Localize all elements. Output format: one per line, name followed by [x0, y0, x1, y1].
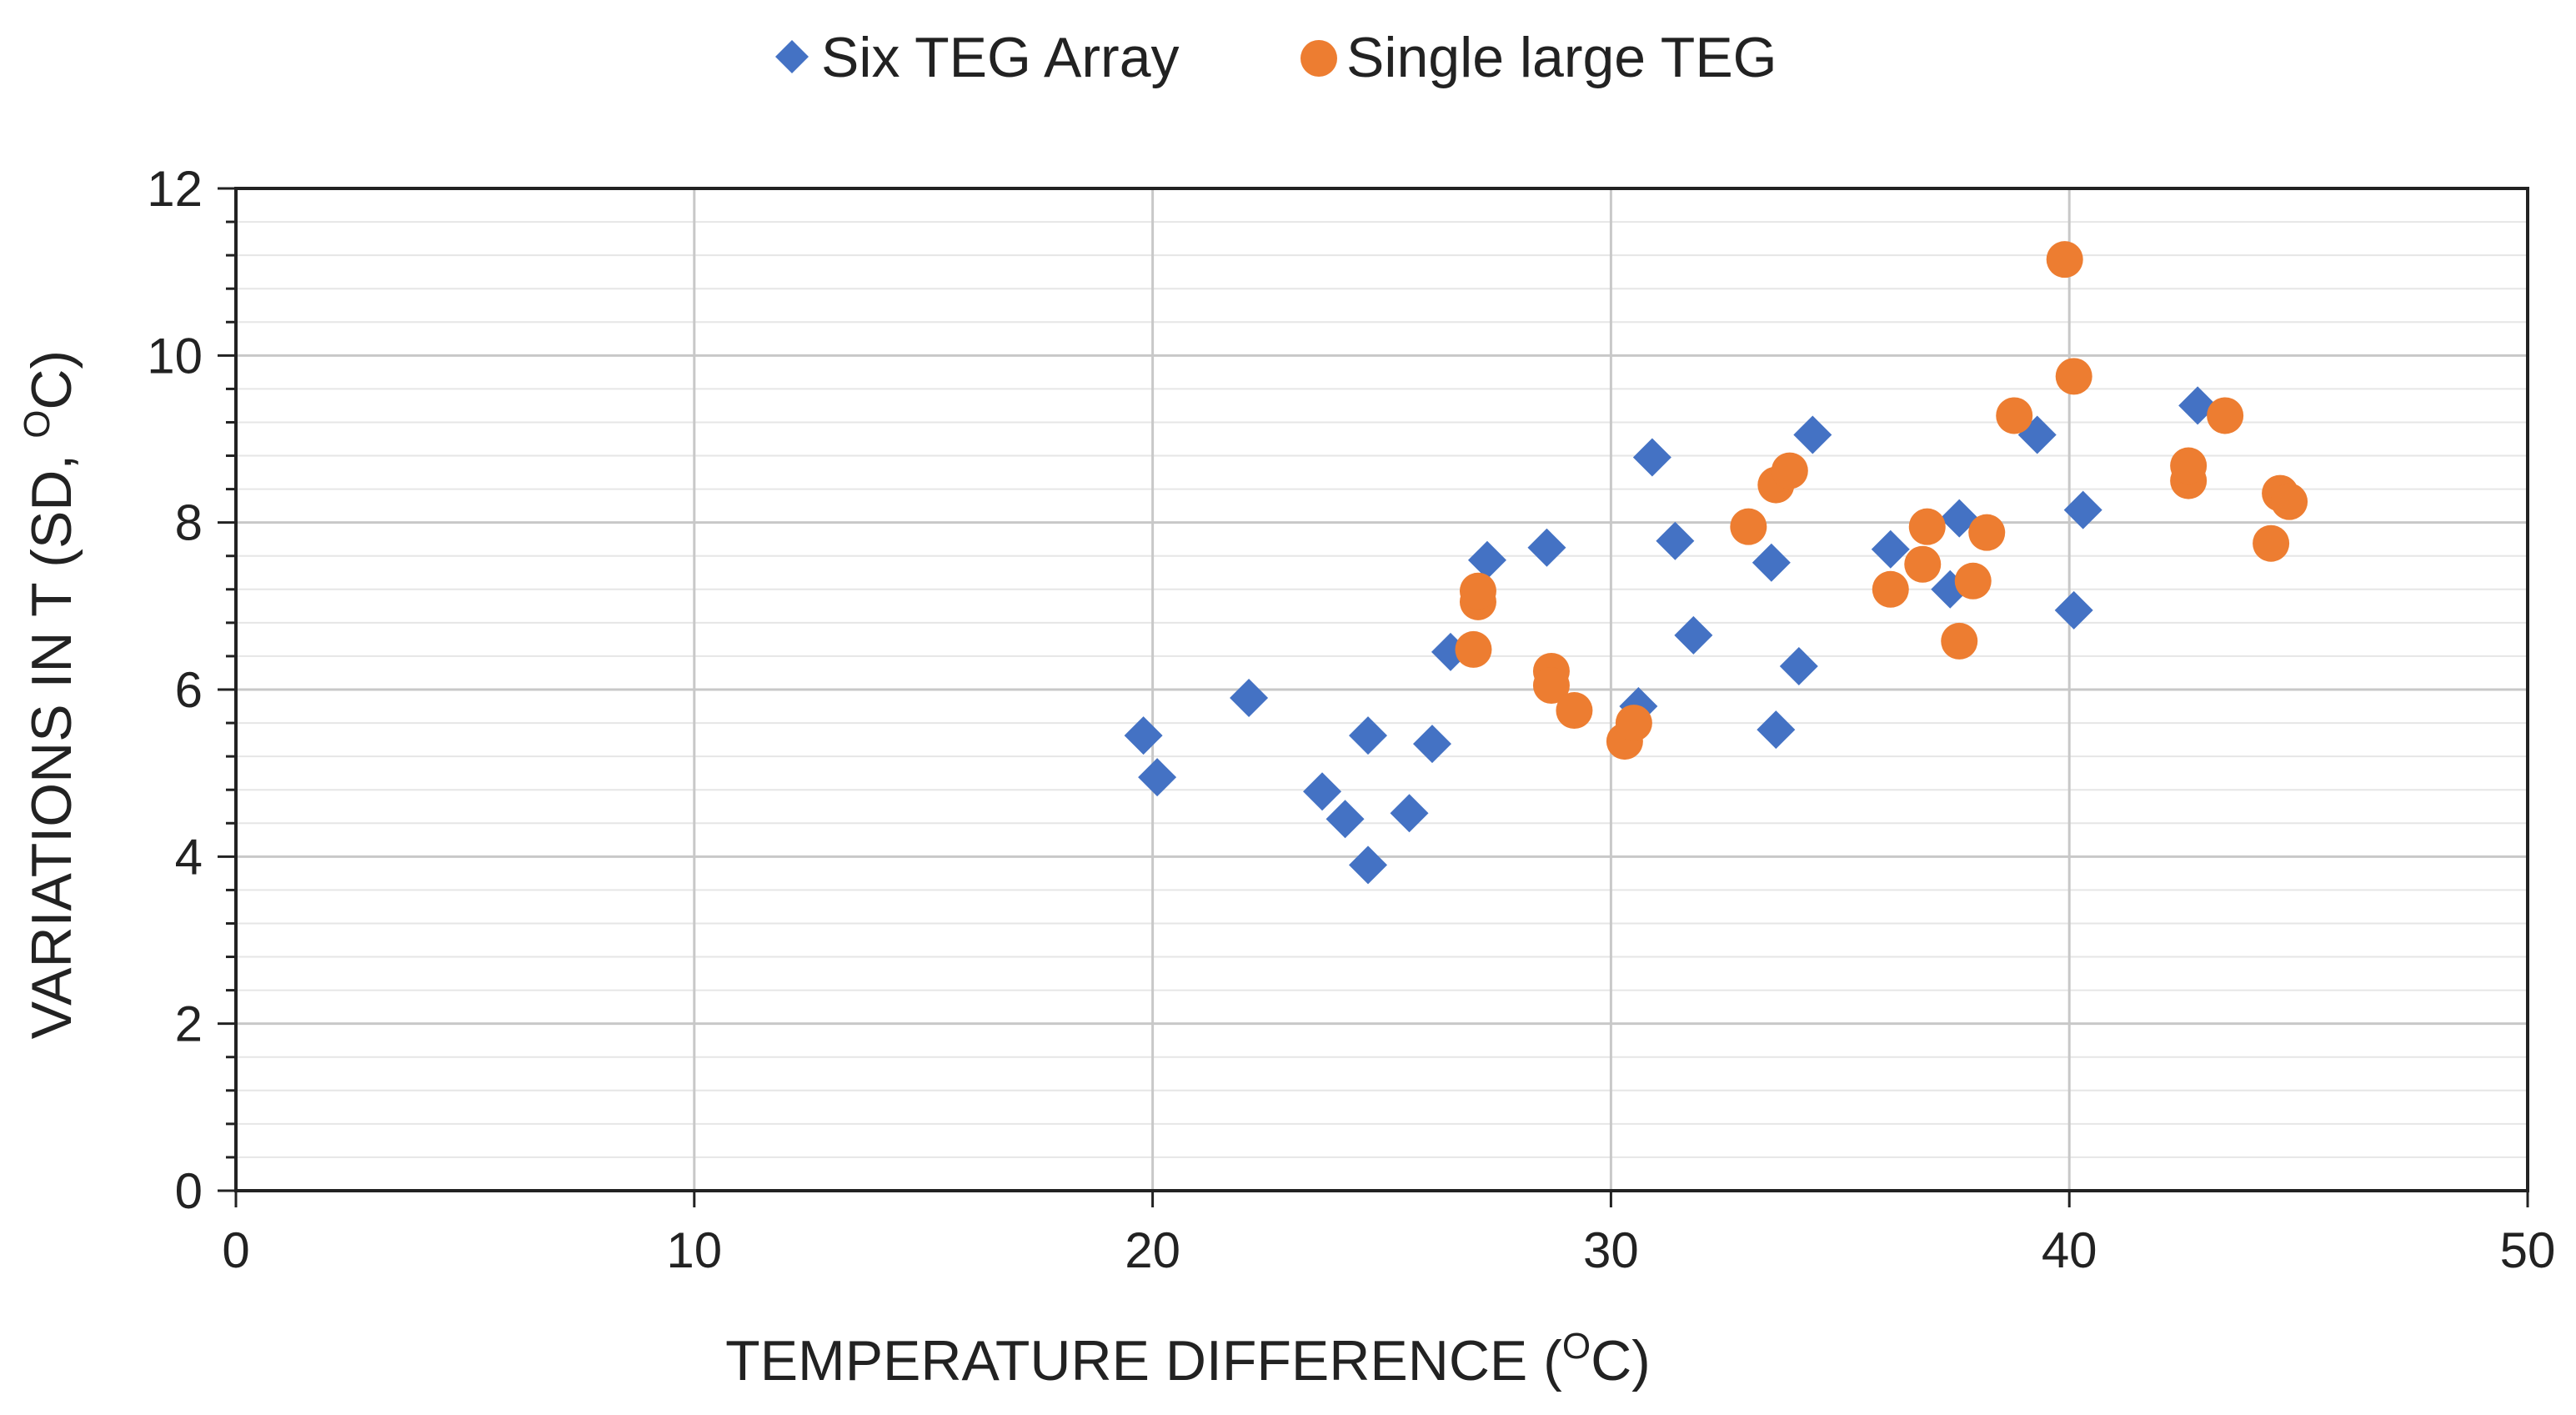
single-large-teg-point: [2170, 447, 2208, 484]
single-large-teg-point: [1872, 570, 1909, 608]
single-large-teg-point: [2046, 241, 2083, 278]
six-teg-array-point: [2063, 490, 2102, 529]
single-large-teg-point: [2271, 483, 2308, 520]
x-tick-label: 0: [222, 1222, 249, 1278]
legend-single-large-teg-marker: [1301, 40, 1337, 77]
six-teg-array-point: [2054, 590, 2093, 630]
six-teg-array-point: [1124, 716, 1163, 755]
single-large-teg-point: [1615, 705, 1652, 742]
series-six-teg-array: [1124, 386, 2218, 885]
six-teg-array-point: [1752, 543, 1791, 582]
single-large-teg-point: [1904, 545, 1942, 583]
six-teg-array-point: [1940, 499, 1979, 538]
legend-six-teg-array-label: Six TEG Array: [821, 26, 1180, 89]
six-teg-array-point: [1349, 716, 1388, 755]
y-tick-label: 0: [175, 1163, 203, 1219]
x-tick-label: 20: [1125, 1222, 1180, 1278]
series-single-large-teg: [1455, 241, 2308, 760]
six-teg-array-point: [1467, 540, 1506, 580]
single-large-teg-point: [2253, 524, 2290, 562]
y-tick-label: 2: [175, 996, 203, 1052]
x-tick-label: 10: [666, 1222, 722, 1278]
single-large-teg-point: [1996, 397, 2033, 434]
single-large-teg-point: [1556, 692, 1593, 730]
single-large-teg-point: [1941, 622, 1978, 660]
legend-six-teg-array-marker: [775, 40, 809, 73]
six-teg-array-point: [1230, 679, 1269, 718]
six-teg-array-point: [1303, 772, 1342, 811]
six-teg-array-point: [1656, 521, 1695, 560]
six-teg-array-point: [1349, 845, 1388, 885]
tick-labels: 0 2 4 6 8 10 12 0 10 20 30 40 50: [147, 161, 2555, 1278]
six-teg-array-point: [1412, 725, 1451, 764]
six-teg-array-point: [1326, 800, 1365, 839]
single-large-teg-point: [1532, 666, 1570, 704]
y-tick-label: 10: [147, 328, 203, 384]
single-large-teg-point: [1771, 452, 1808, 489]
x-tick-label: 50: [2500, 1222, 2556, 1278]
single-large-teg-point: [1459, 572, 1496, 610]
six-teg-array-point: [1871, 529, 1910, 569]
single-large-teg-point: [1954, 562, 1992, 600]
y-tick-label: 6: [175, 662, 203, 718]
y-tick-label: 12: [147, 161, 203, 217]
legend-single-large-teg-label: Single large TEG: [1346, 26, 1777, 89]
six-teg-array-point: [1779, 646, 1818, 685]
single-large-teg-point: [2055, 358, 2092, 395]
single-large-teg-point: [1455, 630, 1492, 668]
single-large-teg-point: [1968, 514, 2006, 551]
single-large-teg-point: [1730, 508, 1767, 545]
x-axis-title: TEMPERATURE DIFFERENCE (OC): [725, 1326, 1651, 1392]
y-tick-label: 4: [175, 829, 203, 885]
six-teg-array-point: [1674, 615, 1713, 655]
x-tick-label: 40: [2042, 1222, 2097, 1278]
y-tick-label: 8: [175, 495, 203, 551]
single-large-teg-point: [2207, 397, 2244, 434]
x-tick-label: 30: [1583, 1222, 1639, 1278]
six-teg-array-point: [1757, 710, 1796, 750]
six-teg-array-point: [1632, 438, 1671, 477]
y-axis-title: VARIATIONS IN T (SD, OC): [17, 350, 83, 1039]
six-teg-array-point: [1527, 528, 1566, 567]
six-teg-array-point: [1138, 758, 1177, 797]
six-teg-array-point: [1390, 794, 1429, 833]
grid: [234, 187, 2529, 1192]
single-large-teg-point: [1908, 508, 1946, 545]
legend: Six TEG Array Single large TEG: [775, 26, 1777, 89]
six-teg-array-point: [1793, 415, 1832, 454]
axes: [218, 187, 2529, 1207]
